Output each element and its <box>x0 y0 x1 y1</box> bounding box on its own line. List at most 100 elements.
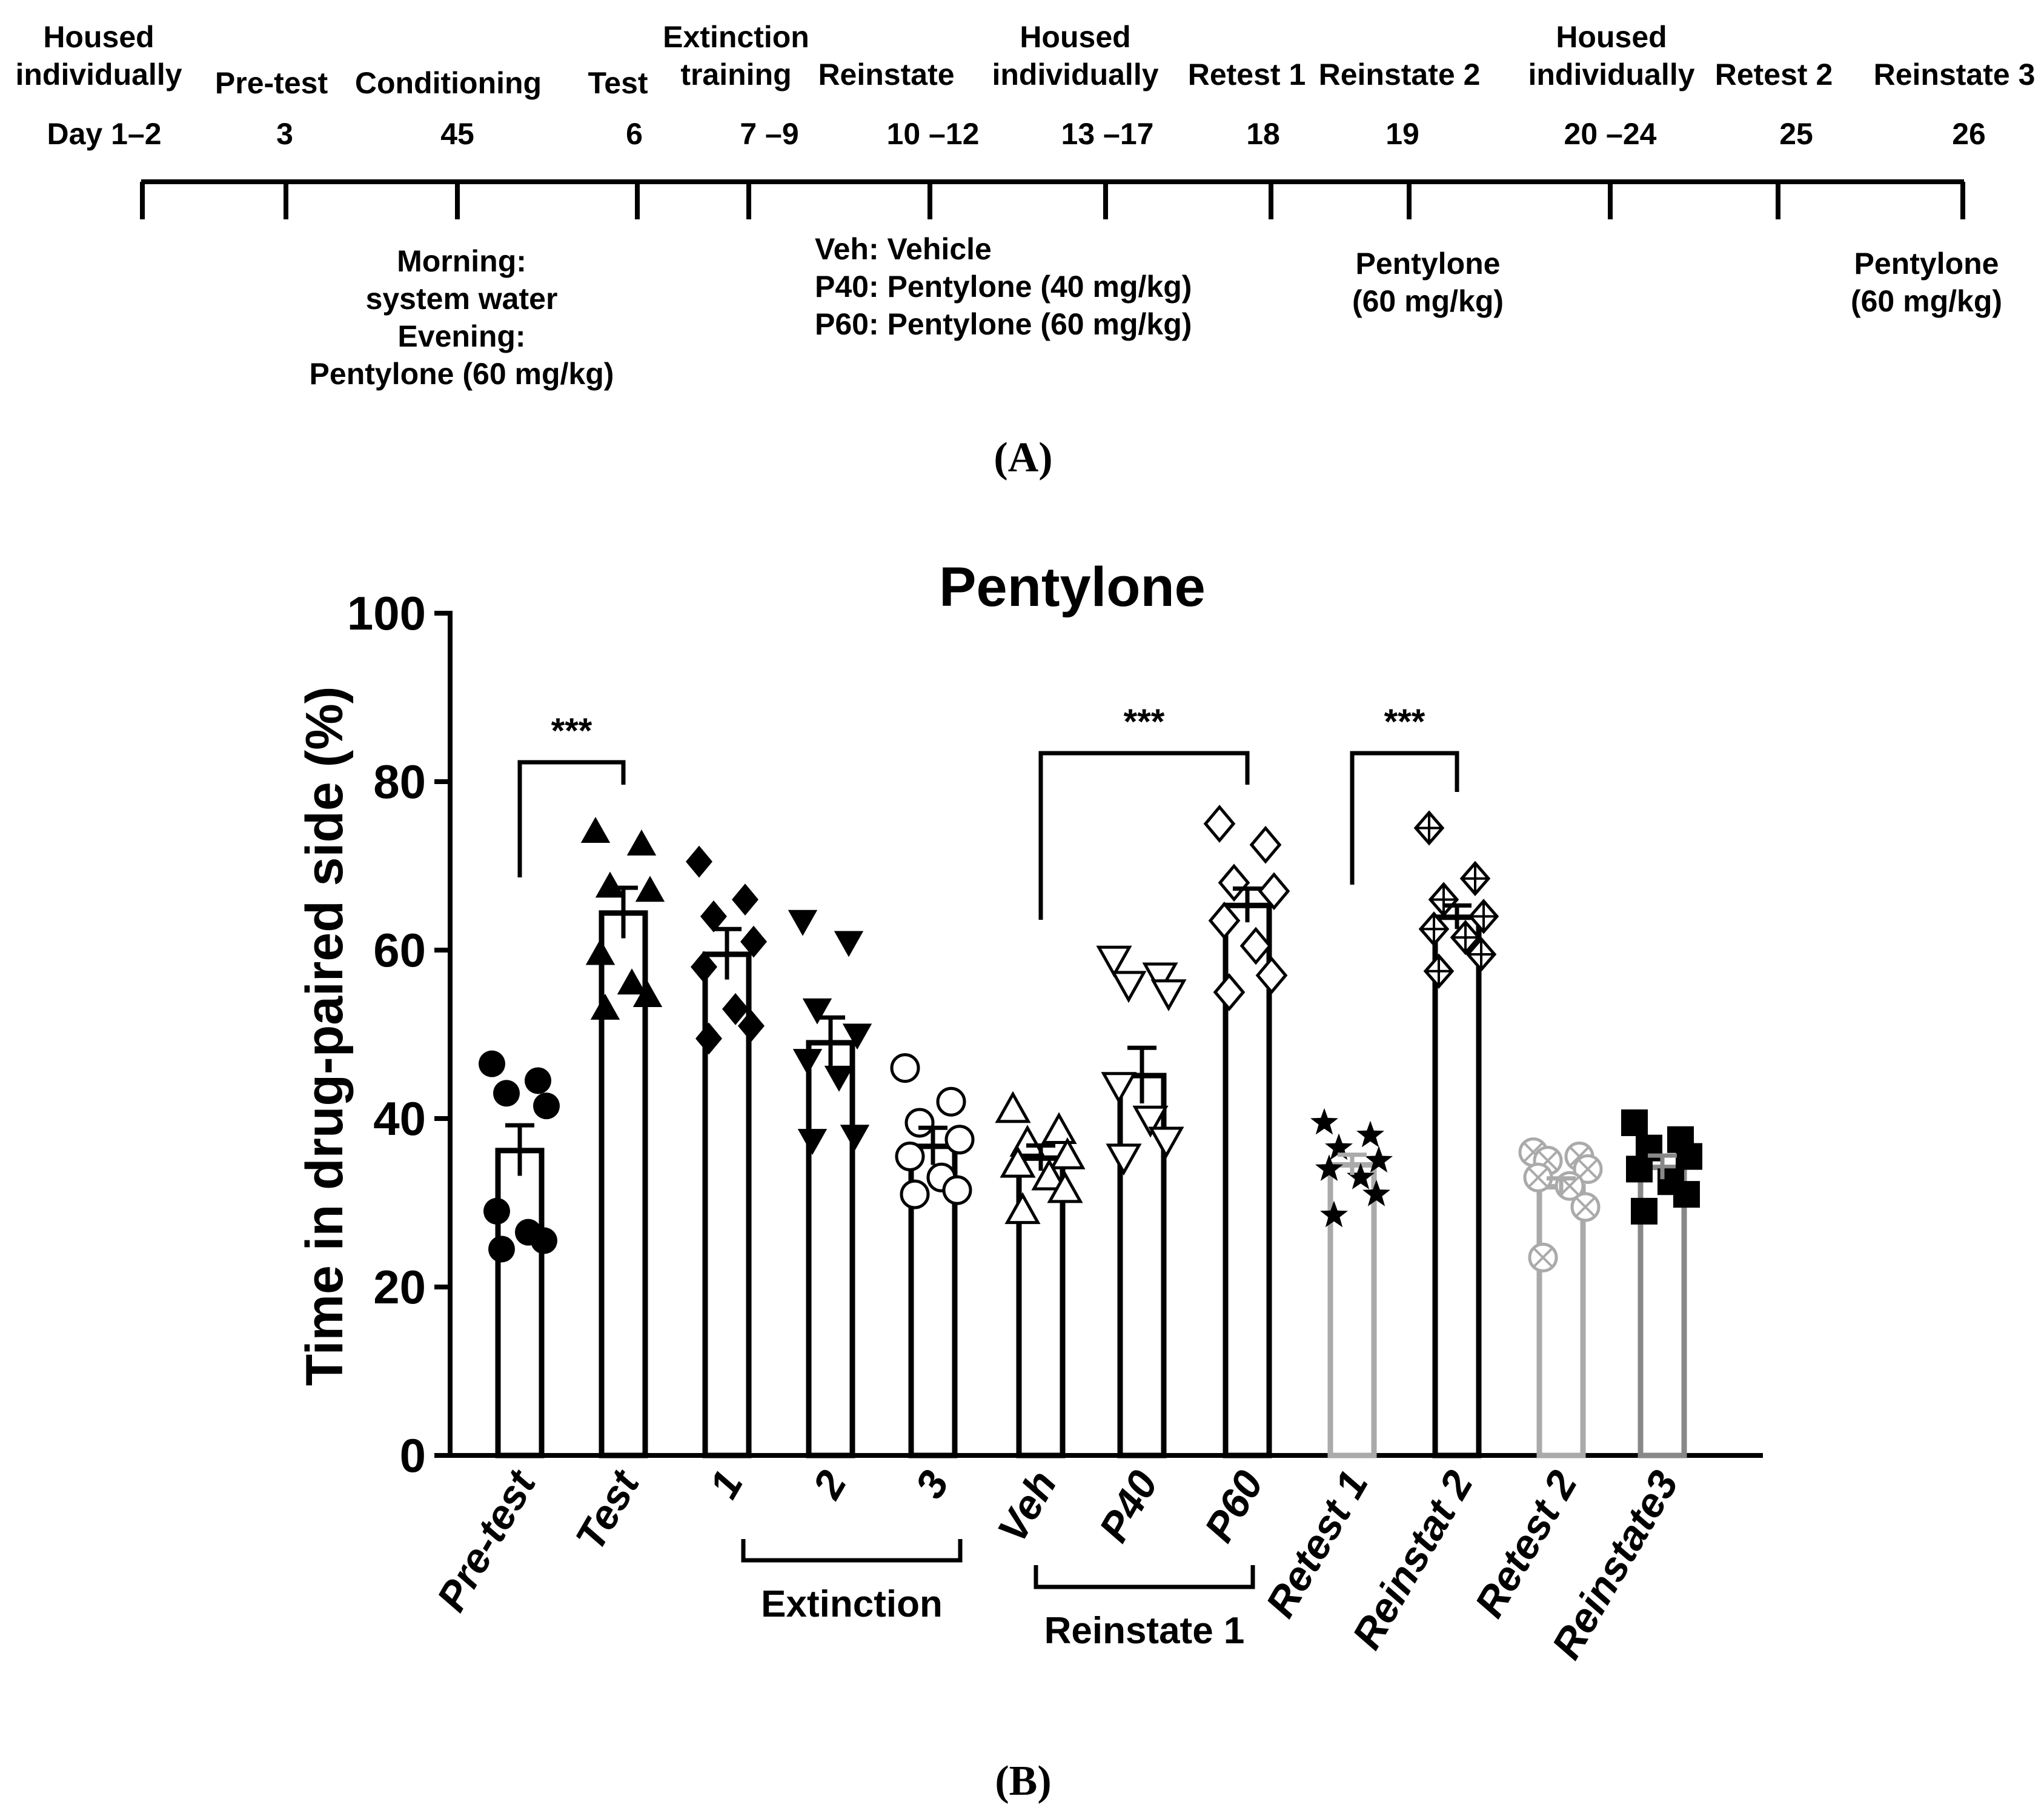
data-point <box>1150 979 1187 1012</box>
data-point <box>788 910 818 936</box>
timeline-panel-a: Housed individually Day 1–2 Pre-test 3 Condit… <box>15 20 2035 391</box>
data-point <box>834 931 864 957</box>
data-point <box>792 1049 823 1075</box>
significance-label: *** <box>1384 702 1425 742</box>
group-bracket <box>1034 1565 1255 1589</box>
significance-bracket <box>1038 751 1250 920</box>
significance-label: *** <box>551 711 592 751</box>
timeline-day: 25 <box>1779 117 1813 151</box>
data-point <box>1009 1125 1046 1157</box>
data-point <box>1049 1137 1086 1169</box>
panel-b-label: (B) <box>995 1758 1051 1804</box>
data-point <box>617 968 647 995</box>
timeline-event-note: Morning: <box>397 244 526 278</box>
data-point <box>1315 1154 1343 1181</box>
data-point <box>632 981 663 1008</box>
group-label: Reinstate 1 <box>1044 1610 1245 1652</box>
data-point <box>1465 936 1497 973</box>
data-point <box>1459 860 1491 896</box>
timeline-event-note: (60 mg/kg) <box>1851 284 2002 318</box>
timeline-event-title: Reinstate 3 <box>1874 58 2036 91</box>
data-point <box>1528 1242 1558 1272</box>
data-point <box>1347 1163 1375 1189</box>
data-point <box>1132 1105 1169 1138</box>
y-tick-label: 20 <box>373 1260 426 1314</box>
timeline-event-title: Conditioning <box>355 66 542 100</box>
timeline-day: 10 –12 <box>887 117 980 151</box>
timeline-event-note: Pentylone <box>1356 247 1501 281</box>
data-point <box>1356 1120 1384 1148</box>
data-point <box>1418 911 1450 947</box>
y-tick-label: 40 <box>373 1092 426 1145</box>
data-point <box>1570 1192 1601 1222</box>
data-point <box>1676 1143 1702 1170</box>
x-tick-label: 3 <box>906 1463 958 1506</box>
data-point <box>1468 899 1499 934</box>
timeline-event-title: Housed <box>1556 20 1667 54</box>
data-point <box>590 994 620 1020</box>
data-point <box>900 1179 930 1209</box>
y-axis-title: Time in drug-paired side (%) <box>296 687 354 1386</box>
bar-pre-test <box>495 1148 545 1458</box>
data-point <box>842 1023 872 1050</box>
data-point <box>1573 1154 1603 1184</box>
data-point <box>1626 1156 1653 1183</box>
timeline-event-note: Pentylone <box>1854 247 1999 281</box>
timeline-event-note: Pentylone (60 mg/kg) <box>310 357 614 391</box>
data-point <box>585 939 616 965</box>
data-point <box>740 925 767 958</box>
x-tick-label: Test <box>567 1462 649 1558</box>
y-tick-label: 0 <box>400 1429 426 1482</box>
timeline-day: 3 <box>276 117 293 151</box>
error-bars <box>505 885 1677 1195</box>
timeline-event-title: Pre-test <box>215 66 328 100</box>
data-point <box>1362 1179 1390 1206</box>
bar-retest-2 <box>1536 1184 1586 1458</box>
data-point <box>890 1053 920 1083</box>
y-tick-label: 100 <box>347 587 426 640</box>
timeline-day: 18 <box>1246 117 1280 151</box>
data-point <box>1000 1145 1036 1178</box>
data-point <box>525 1067 551 1094</box>
data-point <box>1413 810 1445 846</box>
timeline-event-title: Housed <box>1020 20 1130 54</box>
data-point <box>840 1125 870 1151</box>
bar-chart-panel-b: Pentylone Time in drug-paired side (%) 0… <box>296 556 1763 1666</box>
data-point <box>479 1050 505 1077</box>
timeline-event-title: Retest 1 <box>1188 58 1306 91</box>
data-point <box>1673 1181 1700 1208</box>
bar-2 <box>806 1040 855 1458</box>
data-point <box>1041 1112 1077 1145</box>
data-point <box>895 1142 925 1172</box>
timeline-event-title: Reinstate <box>818 58 954 91</box>
timeline-day: 26 <box>1952 117 1986 151</box>
timeline-event-note: system water <box>366 282 558 316</box>
timeline-event-note: P40: Pentylone (40 mg/kg) <box>815 270 1192 304</box>
timeline-event-note: Veh: Vehicle <box>815 232 992 266</box>
data-point <box>1142 962 1178 995</box>
data-point <box>1249 825 1282 864</box>
data-point <box>1031 1158 1067 1191</box>
data-point <box>1258 872 1290 911</box>
timeline-day: 45 <box>440 117 474 151</box>
data-point <box>1106 1143 1142 1176</box>
timeline-day: 7 –9 <box>740 117 798 151</box>
timeline-day: 6 <box>626 117 643 151</box>
bar-retest-1 <box>1327 1162 1377 1458</box>
panel-a-label: (A) <box>994 434 1052 481</box>
data-point <box>1428 882 1459 917</box>
data-point <box>700 900 727 933</box>
data-point <box>483 1197 510 1225</box>
data-point <box>686 845 712 878</box>
data-point <box>635 876 665 902</box>
data-point <box>1631 1197 1657 1225</box>
data-point <box>1365 1146 1393 1173</box>
data-point <box>691 951 717 983</box>
data-point <box>1450 920 1481 956</box>
group-brackets: Extinction Reinstate 1 <box>741 1539 1255 1652</box>
data-point <box>1110 971 1147 1003</box>
data-point <box>1320 1200 1348 1228</box>
data-point <box>533 1092 560 1120</box>
data-point <box>531 1227 557 1254</box>
timeline-event-title: individually <box>992 58 1158 91</box>
